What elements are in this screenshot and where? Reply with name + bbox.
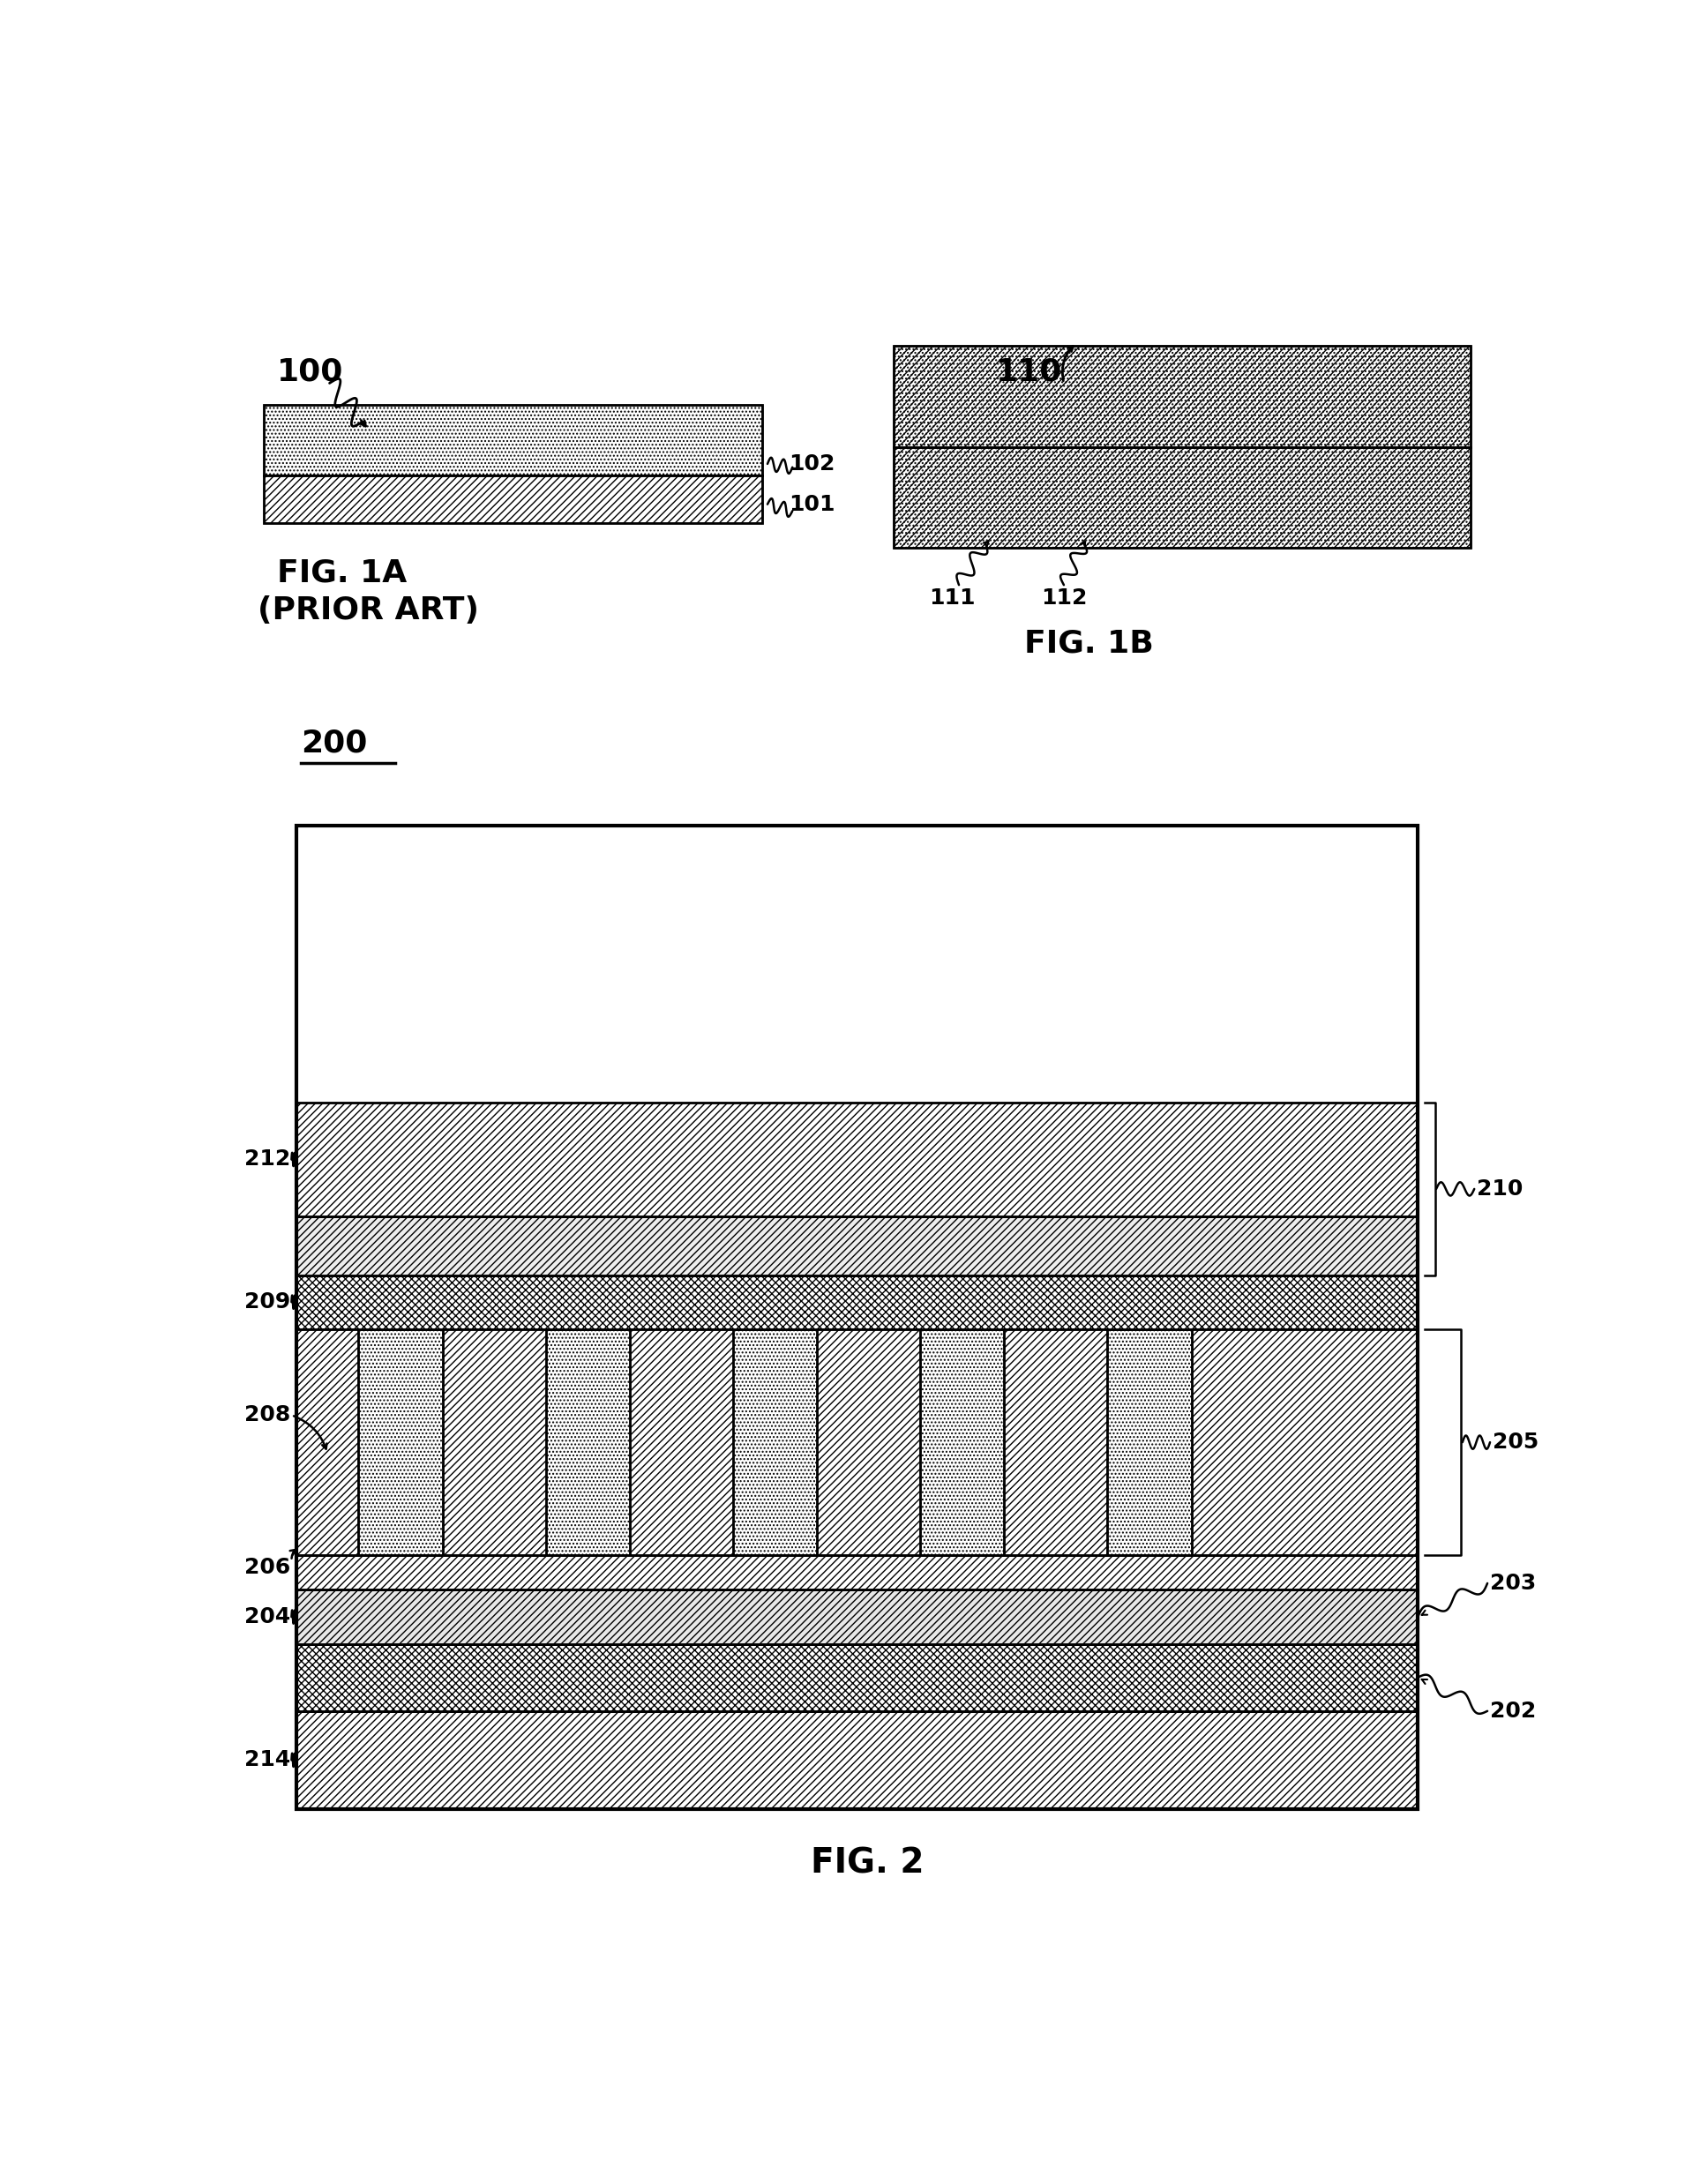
Text: 100: 100 bbox=[277, 356, 343, 387]
Bar bbox=[893, 345, 1470, 448]
Bar bbox=[296, 1590, 1418, 1645]
Bar bbox=[1003, 1330, 1107, 1555]
Bar bbox=[296, 1330, 359, 1555]
Text: 214: 214 bbox=[244, 1749, 291, 1771]
Text: 102: 102 bbox=[788, 454, 834, 474]
Text: 210: 210 bbox=[1477, 1179, 1523, 1199]
Text: 101: 101 bbox=[788, 494, 834, 515]
Bar bbox=[893, 448, 1470, 548]
Bar bbox=[893, 345, 1470, 448]
Bar bbox=[296, 1555, 1418, 1590]
Text: 112: 112 bbox=[1041, 587, 1086, 609]
Text: 212: 212 bbox=[244, 1149, 291, 1171]
Text: 111: 111 bbox=[929, 587, 976, 609]
Bar bbox=[296, 1275, 1418, 1330]
Text: 110: 110 bbox=[995, 356, 1063, 387]
Bar bbox=[264, 404, 761, 476]
Bar bbox=[296, 1645, 1418, 1710]
Text: 202: 202 bbox=[1491, 1701, 1536, 1721]
Bar bbox=[296, 1330, 1418, 1555]
Bar bbox=[443, 1330, 545, 1555]
Bar bbox=[296, 1216, 1418, 1275]
Bar bbox=[296, 1330, 359, 1555]
Bar bbox=[817, 1330, 920, 1555]
Bar bbox=[1191, 1330, 1418, 1555]
Bar bbox=[629, 1330, 733, 1555]
Bar bbox=[296, 1103, 1418, 1216]
Text: FIG. 1A: FIG. 1A bbox=[277, 559, 408, 587]
Bar bbox=[893, 448, 1470, 548]
Text: 206: 206 bbox=[244, 1557, 291, 1579]
Bar bbox=[629, 1330, 733, 1555]
Bar bbox=[296, 1710, 1418, 1808]
Bar bbox=[893, 448, 1470, 548]
Bar bbox=[893, 345, 1470, 448]
Text: (PRIOR ART): (PRIOR ART) bbox=[257, 596, 479, 625]
Bar bbox=[296, 1590, 1418, 1645]
Text: 204: 204 bbox=[244, 1605, 291, 1627]
Bar bbox=[817, 1330, 920, 1555]
Bar bbox=[264, 476, 761, 522]
Text: 205: 205 bbox=[1492, 1433, 1538, 1452]
Bar bbox=[296, 1330, 1418, 1555]
Bar bbox=[893, 448, 1470, 548]
Bar bbox=[264, 476, 761, 522]
Bar bbox=[264, 404, 761, 476]
Text: 203: 203 bbox=[1491, 1572, 1536, 1594]
Bar bbox=[296, 1216, 1418, 1275]
Text: FIG. 1B: FIG. 1B bbox=[1025, 629, 1154, 660]
Text: FIG. 2: FIG. 2 bbox=[810, 1845, 924, 1880]
Text: 208: 208 bbox=[244, 1404, 291, 1426]
Text: 209: 209 bbox=[244, 1291, 291, 1313]
Bar bbox=[296, 1103, 1418, 1216]
Bar bbox=[296, 1275, 1418, 1330]
Bar bbox=[296, 1710, 1418, 1808]
Bar bbox=[1191, 1330, 1418, 1555]
Bar bbox=[296, 1645, 1418, 1710]
Text: 200: 200 bbox=[301, 727, 367, 758]
Bar bbox=[296, 826, 1418, 1808]
Bar bbox=[1003, 1330, 1107, 1555]
Bar bbox=[443, 1330, 545, 1555]
Bar bbox=[296, 1555, 1418, 1590]
Bar bbox=[893, 345, 1470, 448]
